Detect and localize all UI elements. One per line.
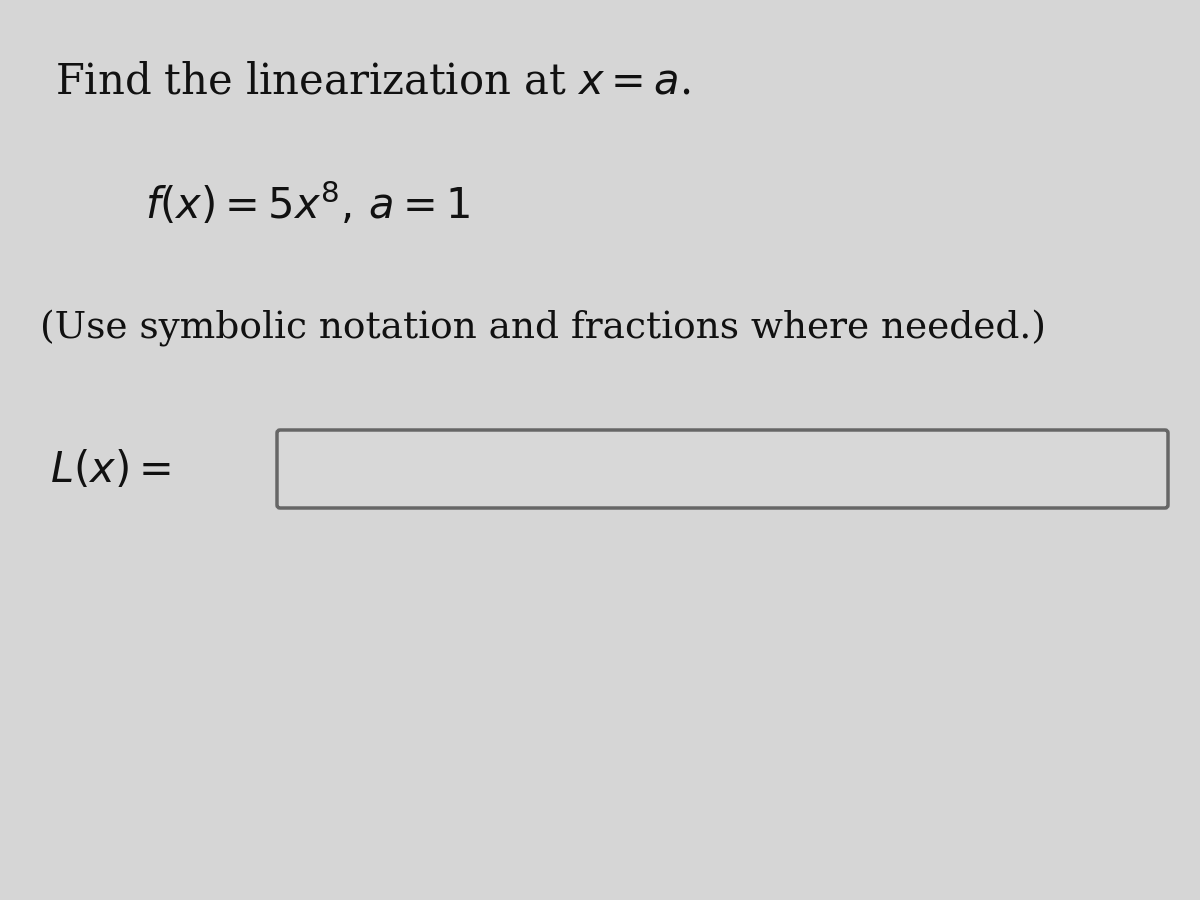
Text: (Use symbolic notation and fractions where needed.): (Use symbolic notation and fractions whe… bbox=[40, 310, 1046, 347]
Text: Find the linearization at $x = a$.: Find the linearization at $x = a$. bbox=[55, 60, 690, 102]
FancyBboxPatch shape bbox=[277, 430, 1168, 508]
Text: $f(x) = 5x^8, \, a = 1$: $f(x) = 5x^8, \, a = 1$ bbox=[145, 180, 470, 228]
Text: $L(x) =$: $L(x) =$ bbox=[50, 449, 170, 491]
